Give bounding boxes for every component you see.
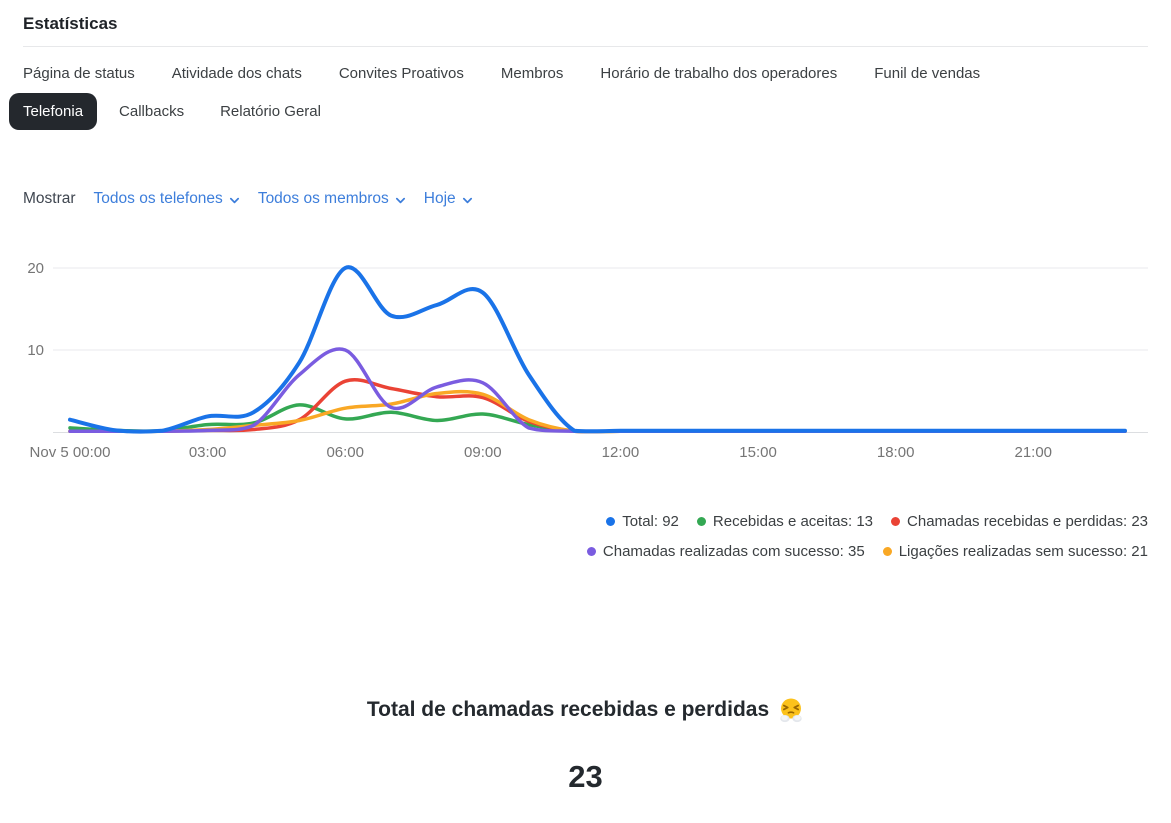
legend-label: Ligações realizadas sem sucesso: 21: [898, 543, 1148, 560]
tabs-row-secondary: Telefonia Callbacks Relatório Geral: [0, 93, 1171, 130]
header-divider: [23, 46, 1148, 47]
filters-dropdowns: Todos os telefones Todos os membros Hoje: [94, 190, 473, 208]
tab-horario-de-trabalho-dos-operadores[interactable]: Horário de trabalho dos operadores: [600, 65, 838, 82]
calls-by-hour-line-chart: 10 20 Nov 5 00:00 03:00 06:00 09:00 12:00 15:00…: [27, 260, 1148, 461]
summary-value: 23: [568, 759, 603, 794]
legend-marker: [606, 517, 616, 526]
tab-telefonia[interactable]: Telefonia: [9, 93, 98, 130]
chart-legend: Total: 92 Recebidas e aceitas: 13 Chamadas…: [488, 513, 1148, 560]
filter-dropdown-members[interactable]: Todos os membros: [258, 190, 406, 208]
filters-label: Mostrar: [23, 190, 76, 207]
tab-relatorio-geral[interactable]: Relatório Geral: [220, 103, 321, 120]
y-axis-label-10: 10: [27, 342, 44, 359]
legend-label: Total: 92: [622, 513, 679, 530]
x-axis-label: 15:00: [739, 444, 777, 461]
legend-marker: [586, 547, 596, 556]
chevron-down-icon: [462, 195, 473, 206]
tab-funil-de-vendas[interactable]: Funil de vendas: [874, 65, 981, 82]
summary-title: Total de chamadas recebidas e perdidas: [0, 697, 1171, 723]
tabs-row-primary: Página de status Atividade dos chats Convi…: [0, 61, 1171, 86]
x-axis-label: 12:00: [602, 444, 640, 461]
x-axis-label: Nov 5 00:00: [30, 444, 111, 461]
page-header: Estatísticas: [0, 0, 1171, 47]
chevron-down-icon: [229, 195, 240, 206]
legend-marker: [882, 547, 892, 556]
tab-pagina-de-status[interactable]: Página de status: [23, 65, 135, 82]
legend-item-chamadas-recebidas-e-perdidas: Chamadas recebidas e perdidas: 23: [891, 513, 1148, 530]
legend-item-recebidas-e-aceitas: Recebidas e aceitas: 13: [696, 513, 874, 530]
tab-atividade-dos-chats[interactable]: Atividade dos chats: [171, 65, 302, 82]
legend-label: Recebidas e aceitas: 13: [712, 513, 874, 530]
filter-dropdown-period[interactable]: Hoje: [424, 190, 473, 208]
summary-title-text: Total de chamadas recebidas e perdidas: [366, 698, 770, 721]
summary-section: Total de chamadas recebidas e perdidas 2…: [0, 697, 1171, 822]
legend-item-total: Total: 92: [606, 513, 679, 530]
series-line-total: [68, 265, 1127, 434]
filter-dropdown-label: Todos os telefones: [93, 190, 223, 207]
x-axis-label: 21:00: [1014, 444, 1052, 461]
legend-marker: [696, 517, 706, 526]
legend-item-chamadas-realizadas-com-sucesso: Chamadas realizadas com sucesso: 35: [586, 543, 865, 560]
tab-callbacks[interactable]: Callbacks: [119, 103, 185, 120]
chart-section: 10 20 Nov 5 00:00 03:00 06:00 09:00 12:00 15:00…: [0, 250, 1171, 468]
x-axis-label: 18:00: [877, 444, 915, 461]
x-axis-label: 09:00: [464, 444, 502, 461]
page-title: Estatísticas: [23, 14, 118, 33]
chevron-down-icon: [395, 195, 406, 206]
filter-dropdown-phones[interactable]: Todos os telefones: [94, 190, 240, 208]
series-line-chamadas-realizadas-com-sucesso: [68, 347, 1127, 434]
x-axis-label: 06:00: [326, 444, 364, 461]
legend-label: Chamadas recebidas e perdidas: 23: [907, 513, 1148, 530]
filter-dropdown-label: Hoje: [423, 190, 456, 207]
y-axis-label-20: 20: [27, 260, 44, 277]
legend-label: Chamadas realizadas com sucesso: 35: [602, 543, 865, 560]
filter-dropdown-label: Todos os membros: [257, 190, 389, 207]
steam-from-nose-emoji: [778, 697, 804, 723]
filters-bar: Mostrar Todos os telefones Todos os membr…: [0, 190, 1171, 208]
legend-marker: [891, 517, 901, 526]
tab-convites-proativos[interactable]: Convites Proativos: [338, 65, 464, 82]
x-axis-label: 03:00: [189, 444, 227, 461]
tab-membros[interactable]: Membros: [500, 65, 564, 82]
legend-item-ligacoes-realizadas-sem-sucesso: Ligações realizadas sem sucesso: 21: [882, 543, 1148, 560]
